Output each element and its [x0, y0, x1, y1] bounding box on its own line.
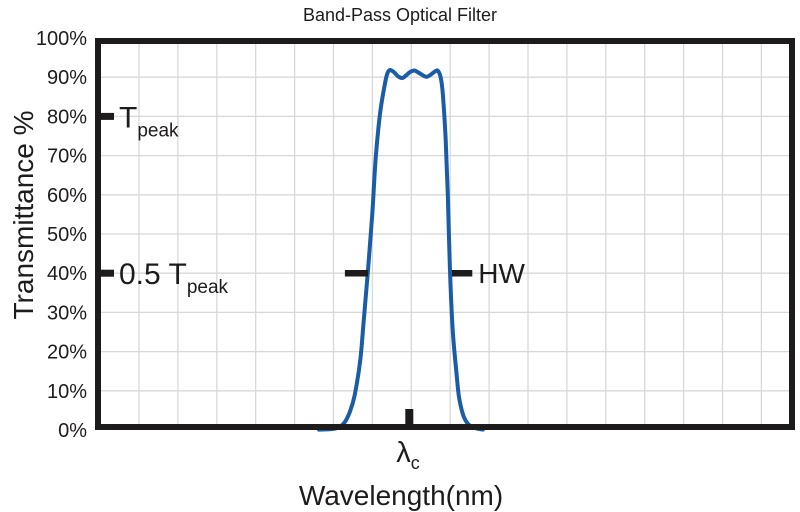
plot-border [95, 38, 795, 430]
y-tick-label: 0% [58, 420, 87, 442]
transmittance-curve-layer [317, 68, 485, 432]
half-width-label: HW [478, 258, 525, 289]
y-tick-label: 20% [47, 342, 87, 364]
lambda-c-label: λc [396, 437, 420, 473]
tpeak-axis-tick [95, 112, 114, 120]
half-peak-axis-tick [95, 269, 114, 277]
y-tick-label: 40% [47, 263, 87, 285]
tpeak-label: Tpeak [119, 101, 179, 141]
half-peak-label: 0.5 Tpeak [119, 258, 229, 298]
lambda-c-label-main: λ [396, 437, 411, 469]
tpeak-label-main: T [119, 101, 137, 134]
chart-title: Band-Pass Optical Filter [303, 5, 497, 25]
half-peak-label-sub: peak [187, 277, 229, 298]
y-axis-title: Transmittance % [8, 110, 39, 319]
y-tick-label: 30% [47, 302, 87, 324]
transmittance-curve [317, 68, 485, 432]
y-tick-label: 90% [47, 67, 87, 89]
y-tick-label: 100% [36, 28, 87, 50]
x-axis-title: Wavelength(nm) [299, 480, 503, 511]
lambda-c-label-sub: c [411, 453, 420, 473]
half-peak-label-main: 0.5 T [119, 258, 187, 291]
y-tick-label: 70% [47, 146, 87, 168]
half-width-right-tick [452, 270, 473, 277]
half-width-left-tick [344, 270, 368, 277]
gridlines [95, 38, 795, 430]
y-tick-label: 80% [47, 106, 87, 128]
y-tick-label: 10% [47, 381, 87, 403]
annotation-ticks [95, 112, 473, 428]
tpeak-label-sub: peak [137, 120, 179, 141]
y-tick-label: 60% [47, 185, 87, 207]
y-tick-label: 50% [47, 224, 87, 246]
lambda-c-axis-tick [405, 409, 414, 428]
y-axis-tick-labels: 100% 90% 80% 70% 60% 50% 40% 30% 20% 10% 0% [36, 28, 87, 442]
